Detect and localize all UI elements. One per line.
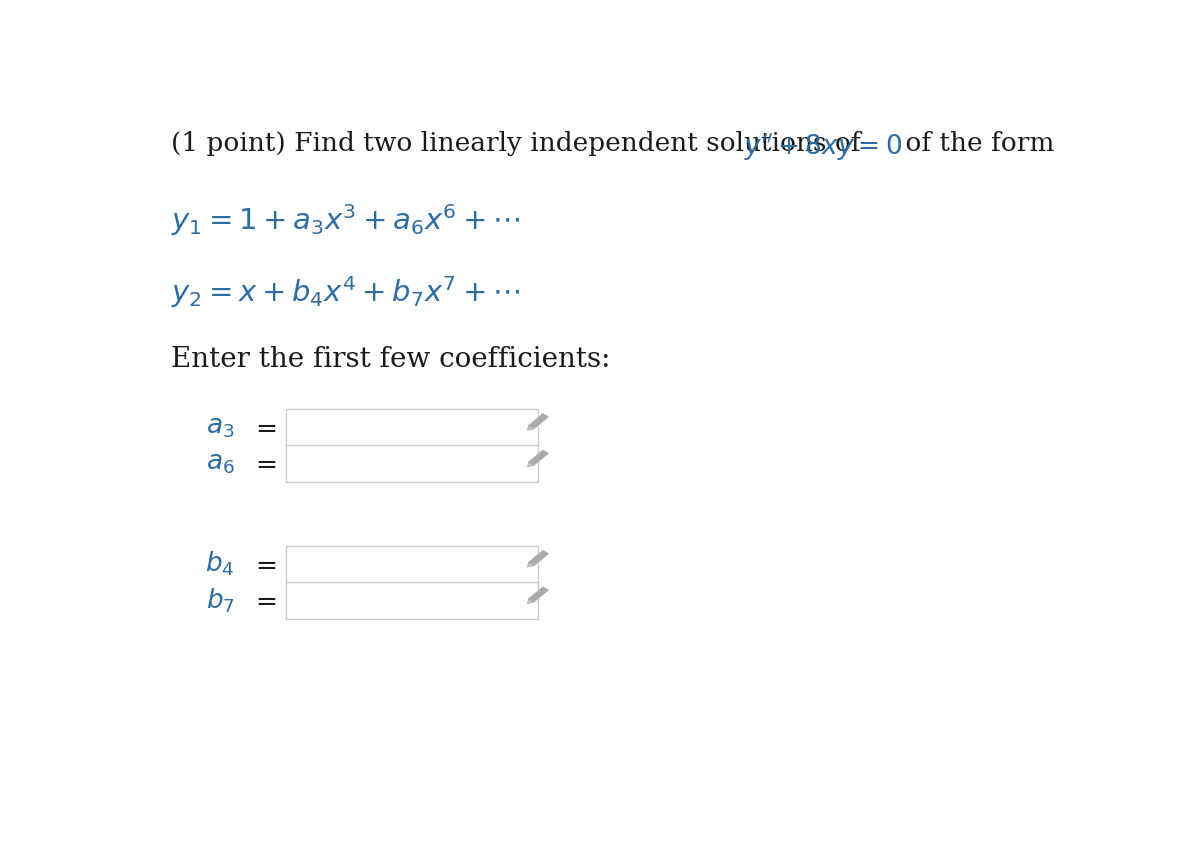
- Text: Enter the first few coefficients:: Enter the first few coefficients:: [171, 346, 610, 373]
- Text: $=$: $=$: [250, 552, 277, 576]
- Polygon shape: [527, 462, 533, 467]
- Polygon shape: [529, 414, 549, 429]
- Text: $b_4$: $b_4$: [205, 550, 235, 579]
- Polygon shape: [529, 587, 549, 602]
- Text: (1 point) Find two linearly independent solutions of: (1 point) Find two linearly independent …: [171, 131, 869, 156]
- Polygon shape: [529, 551, 549, 566]
- Text: $a_6$: $a_6$: [206, 451, 235, 476]
- Text: $y_2 = x + b_4x^4 + b_7x^7 + \cdots$: $y_2 = x + b_4x^4 + b_7x^7 + \cdots$: [171, 274, 520, 310]
- Text: $y'' + 8xy = 0$: $y'' + 8xy = 0$: [744, 131, 902, 162]
- FancyBboxPatch shape: [285, 546, 538, 618]
- Text: $=$: $=$: [250, 415, 277, 440]
- Polygon shape: [527, 599, 533, 603]
- Text: $=$: $=$: [250, 451, 277, 476]
- FancyBboxPatch shape: [285, 409, 538, 482]
- Text: $y_1 = 1 + a_3x^3 + a_6x^6 + \cdots$: $y_1 = 1 + a_3x^3 + a_6x^6 + \cdots$: [171, 202, 520, 239]
- Polygon shape: [527, 563, 533, 567]
- Polygon shape: [529, 450, 549, 465]
- Text: of the form: of the form: [897, 131, 1055, 156]
- Text: $=$: $=$: [250, 588, 277, 613]
- Polygon shape: [527, 426, 533, 431]
- Text: $a_3$: $a_3$: [206, 415, 235, 440]
- Text: $b_7$: $b_7$: [206, 586, 235, 615]
